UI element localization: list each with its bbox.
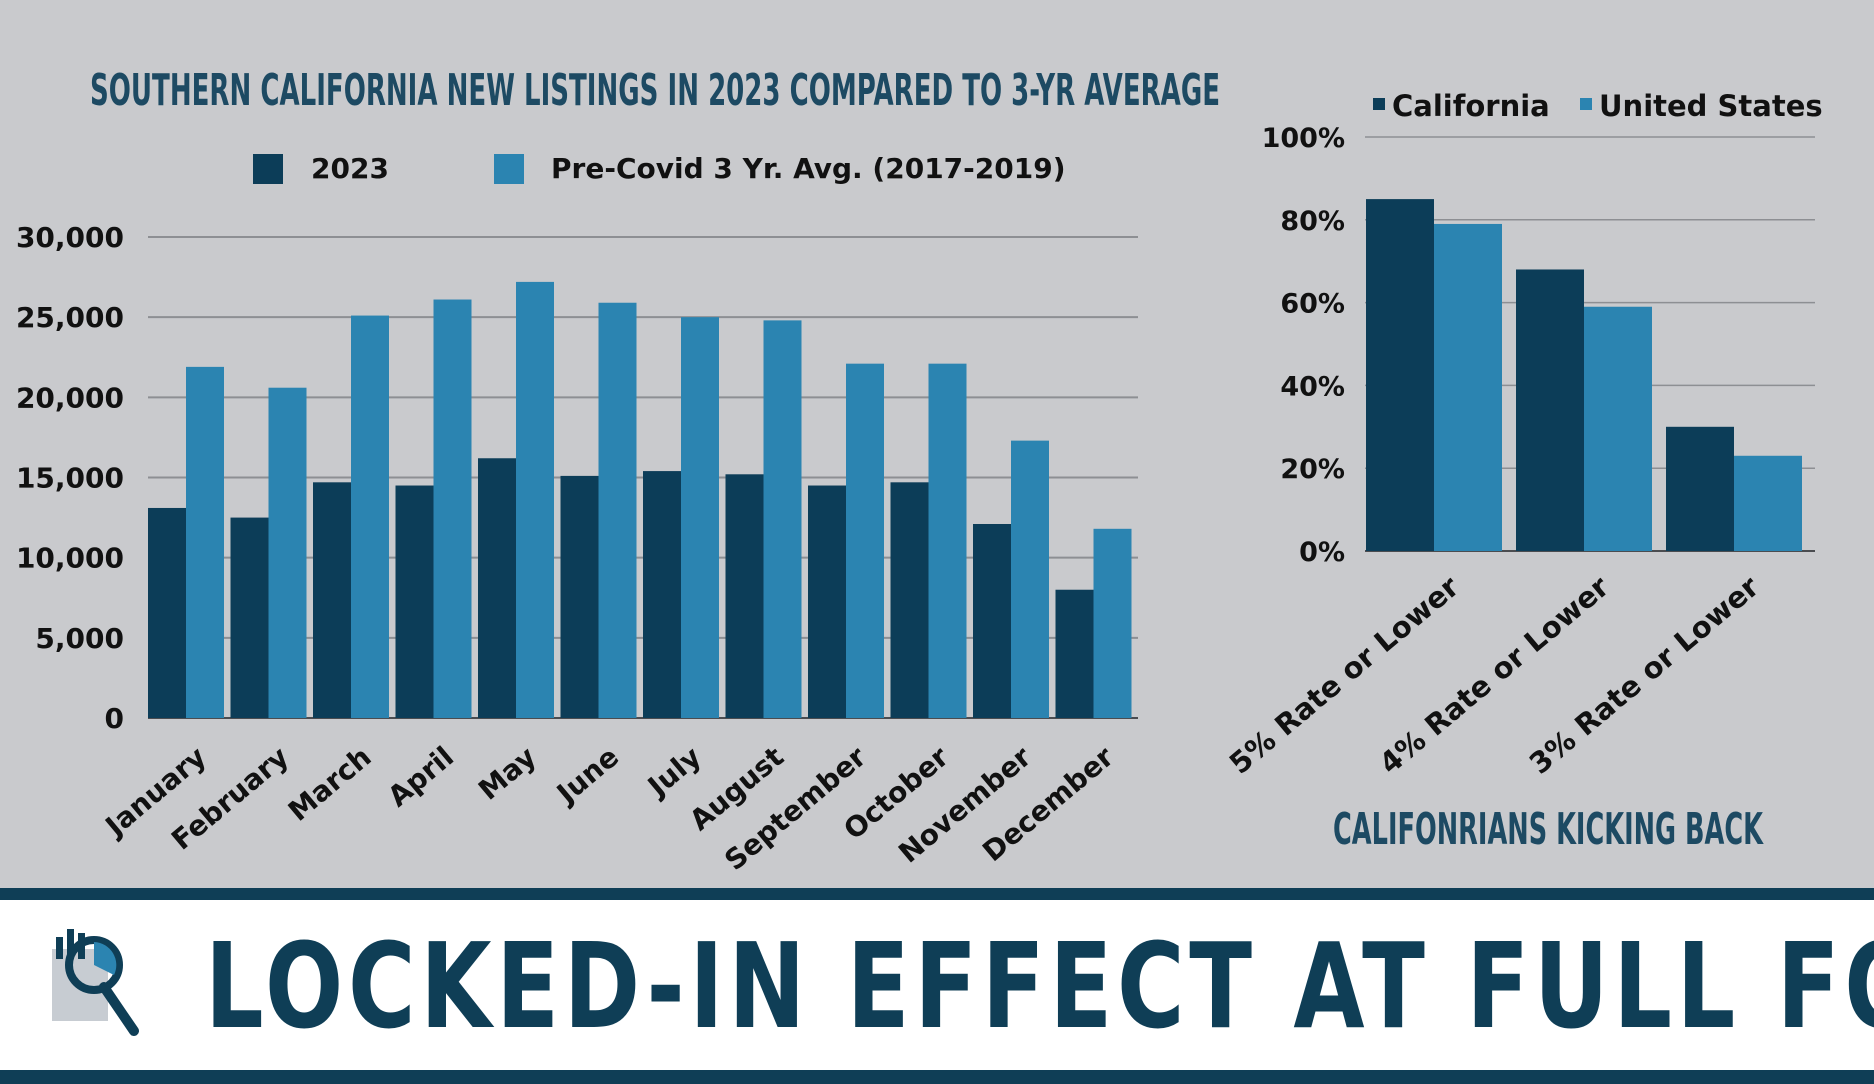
right-chart-y-tick-label: 100% bbox=[1262, 123, 1345, 154]
left-chart-bar-s2 bbox=[763, 320, 802, 718]
right-chart-bar-s1 bbox=[1366, 199, 1434, 551]
left-chart-y-tick-label: 20,000 bbox=[16, 381, 124, 414]
right-chart-bars bbox=[1366, 199, 1802, 551]
legend-label-2023: 2023 bbox=[311, 152, 389, 185]
legend-swatch-2023 bbox=[253, 154, 283, 184]
left-chart-y-tick-label: 30,000 bbox=[16, 221, 124, 254]
right-chart-y-tick-label: 60% bbox=[1280, 289, 1345, 320]
left-chart-bar-s2 bbox=[1093, 528, 1132, 718]
right-chart-title: CALIFONRIANS KICKING BACK bbox=[1333, 804, 1764, 855]
left-chart-bar-s1 bbox=[313, 482, 351, 718]
legend-label-united-states: United States bbox=[1599, 89, 1823, 123]
left-chart-y-tick-label: 5,000 bbox=[35, 622, 124, 655]
legend-swatch-united-states bbox=[1580, 98, 1592, 110]
left-chart-x-tick-label: May bbox=[472, 740, 542, 807]
legend-swatch-california bbox=[1373, 98, 1385, 110]
banner-title: LOCKED-IN EFFECT AT FULL FORCE bbox=[205, 917, 1874, 1055]
left-chart-bar-s2 bbox=[846, 363, 884, 718]
left-chart-bar-s1 bbox=[973, 523, 1011, 718]
magnifier-chart-logo-icon bbox=[52, 929, 139, 1036]
right-chart-bar-s1 bbox=[1516, 269, 1584, 551]
banner-top-rule bbox=[0, 888, 1874, 900]
left-chart-y-tick-label: 25,000 bbox=[16, 301, 124, 334]
left-chart-y-axis: 0 5,000 10,000 15,000 20,000 25,000 30,000 bbox=[16, 221, 124, 735]
left-chart-x-tick-label: March bbox=[282, 740, 378, 828]
left-chart-title: SOUTHERN CALIFORNIA NEW LISTINGS IN 2023… bbox=[90, 65, 1220, 116]
right-chart-bar-s2 bbox=[1734, 455, 1802, 551]
left-chart-x-tick-label: July bbox=[640, 740, 707, 804]
left-chart-x-tick-label: April bbox=[382, 740, 460, 813]
left-chart-y-tick-label: 15,000 bbox=[16, 462, 124, 495]
left-chart-y-tick-label: 10,000 bbox=[16, 542, 124, 575]
left-chart-bar-s2 bbox=[186, 366, 224, 718]
right-chart-y-tick-label: 80% bbox=[1280, 206, 1345, 237]
right-chart-bar-s2 bbox=[1584, 306, 1652, 551]
right-chart-y-axis: 0% 20% 40% 60% 80% 100% bbox=[1262, 123, 1345, 568]
banner-bottom-rule bbox=[0, 1070, 1874, 1084]
left-chart-y-tick-label: 0 bbox=[105, 702, 124, 735]
left-chart-bar-s1 bbox=[890, 482, 929, 718]
left-chart-bar-s2 bbox=[928, 363, 967, 718]
title-banner: LOCKED-IN EFFECT AT FULL FORCE bbox=[0, 888, 1874, 1084]
legend-label-avg: Pre-Covid 3 Yr. Avg. (2017-2019) bbox=[551, 152, 1066, 185]
left-chart-bar-s1 bbox=[148, 507, 186, 718]
left-chart-bar-s2 bbox=[681, 317, 719, 718]
left-chart-bar-s1 bbox=[808, 485, 846, 718]
right-chart-y-tick-label: 20% bbox=[1280, 454, 1345, 485]
left-chart-bar-s2 bbox=[598, 302, 637, 718]
left-chart-bar-s2 bbox=[1011, 440, 1049, 718]
charts-canvas: SOUTHERN CALIFORNIA NEW LISTINGS IN 2023… bbox=[16, 65, 1823, 877]
left-chart-bar-s1 bbox=[643, 471, 681, 718]
right-chart-bar-s2 bbox=[1434, 223, 1502, 551]
left-chart-bar-s1 bbox=[478, 458, 516, 718]
left-chart-bar-s1 bbox=[560, 475, 599, 718]
left-chart-x-tick-label: June bbox=[549, 740, 625, 811]
right-chart-y-tick-label: 40% bbox=[1280, 371, 1345, 402]
left-chart-bar-s1 bbox=[1055, 589, 1094, 718]
legend-label-california: California bbox=[1392, 89, 1550, 123]
left-chart-bar-s2 bbox=[351, 315, 389, 718]
left-chart-x-tick-label: September bbox=[718, 740, 872, 877]
right-chart-y-tick-label: 0% bbox=[1299, 537, 1345, 568]
left-chart-bar-s2 bbox=[268, 387, 307, 718]
left-chart-bar-s1 bbox=[395, 485, 434, 718]
left-chart-bar-s2 bbox=[433, 299, 472, 718]
legend-swatch-avg bbox=[494, 154, 524, 184]
left-chart-bar-s1 bbox=[230, 517, 269, 718]
left-chart-bar-s1 bbox=[725, 474, 764, 718]
left-chart-bar-s2 bbox=[516, 281, 554, 718]
right-chart-bar-s1 bbox=[1666, 426, 1734, 551]
left-chart-bars bbox=[148, 281, 1132, 718]
